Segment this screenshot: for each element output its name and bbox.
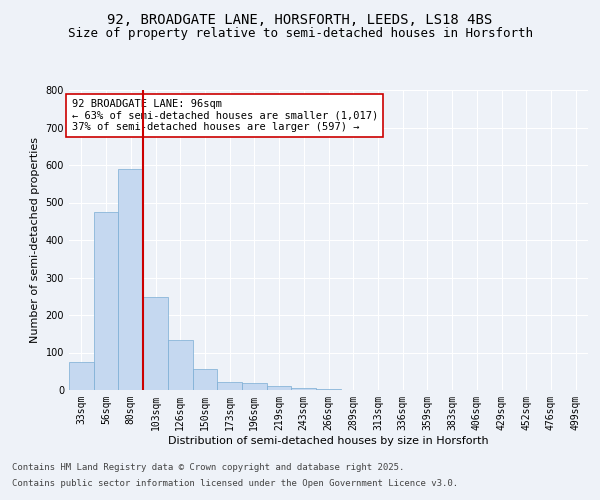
X-axis label: Distribution of semi-detached houses by size in Horsforth: Distribution of semi-detached houses by … <box>168 436 489 446</box>
Text: 92 BROADGATE LANE: 96sqm
← 63% of semi-detached houses are smaller (1,017)
37% o: 92 BROADGATE LANE: 96sqm ← 63% of semi-d… <box>71 99 378 132</box>
Text: Contains public sector information licensed under the Open Government Licence v3: Contains public sector information licen… <box>12 478 458 488</box>
Bar <box>292 388 316 390</box>
Text: 92, BROADGATE LANE, HORSFORTH, LEEDS, LS18 4BS: 92, BROADGATE LANE, HORSFORTH, LEEDS, LS… <box>107 12 493 26</box>
Bar <box>242 383 267 390</box>
Bar <box>118 169 143 390</box>
Bar <box>193 370 217 390</box>
Text: Size of property relative to semi-detached houses in Horsforth: Size of property relative to semi-detach… <box>67 28 533 40</box>
Bar <box>69 362 94 390</box>
Bar <box>143 298 168 390</box>
Bar <box>168 340 193 390</box>
Bar <box>217 382 242 390</box>
Text: Contains HM Land Registry data © Crown copyright and database right 2025.: Contains HM Land Registry data © Crown c… <box>12 464 404 472</box>
Bar <box>94 212 118 390</box>
Bar <box>316 389 341 390</box>
Y-axis label: Number of semi-detached properties: Number of semi-detached properties <box>30 137 40 343</box>
Bar <box>267 386 292 390</box>
